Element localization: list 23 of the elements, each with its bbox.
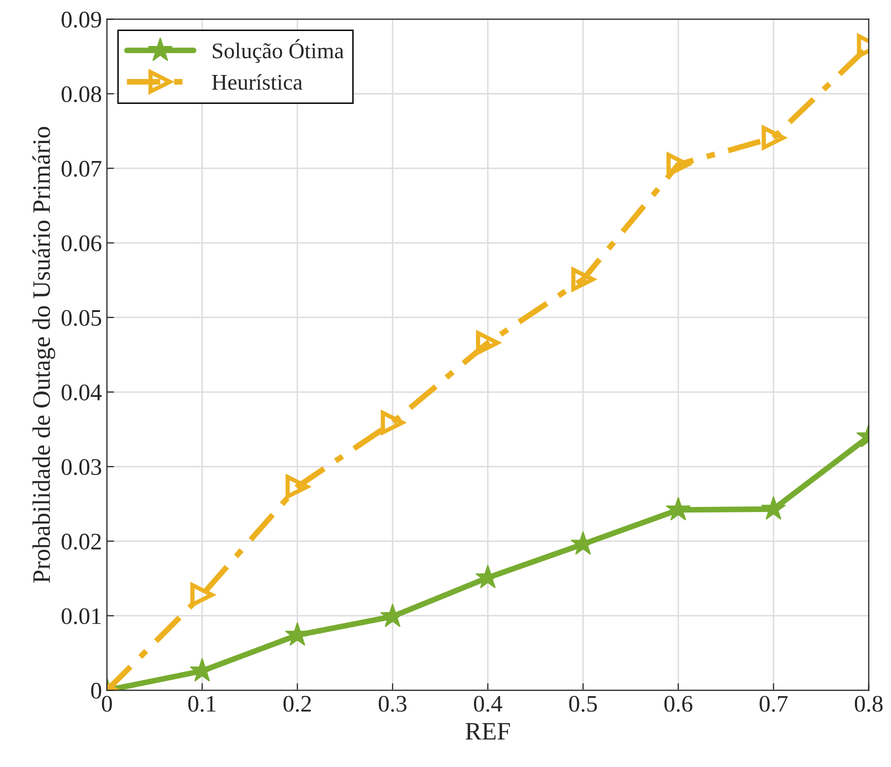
x-tick-label: 0 <box>102 696 112 712</box>
y-tick-label: 0 <box>91 682 102 699</box>
x-tick-label: 0.7 <box>760 696 788 712</box>
y-tick-label: 0.03 <box>62 459 102 476</box>
y-tick-label: 0.08 <box>62 86 102 102</box>
x-tick-label: 0.2 <box>284 696 311 712</box>
x-axis-title: REF <box>466 723 510 740</box>
x-tick-label: 0.1 <box>188 696 216 712</box>
y-tick-label: 0.06 <box>62 235 102 252</box>
y-tick-label: 0.09 <box>62 12 102 28</box>
y-tick-label: 0.01 <box>62 608 101 624</box>
y-axis-title: Probabilidade de Outage do Usuário Primário <box>32 126 56 583</box>
y-tick-label: 0.02 <box>62 534 101 550</box>
x-tick-label: 0.5 <box>569 696 597 712</box>
x-tick-label: 0.6 <box>664 696 692 712</box>
x-tick-label: 0.8 <box>854 696 883 712</box>
x-tick-label: 0.4 <box>474 696 502 712</box>
legend-label: Solução Ótima <box>212 39 344 63</box>
y-tick-label: 0.07 <box>62 160 102 177</box>
y-tick-label: 0.04 <box>62 384 102 401</box>
x-tick-label: 0.3 <box>378 696 406 712</box>
legend-label: Heurística <box>212 74 302 90</box>
y-tick-label: 0.05 <box>62 310 102 326</box>
